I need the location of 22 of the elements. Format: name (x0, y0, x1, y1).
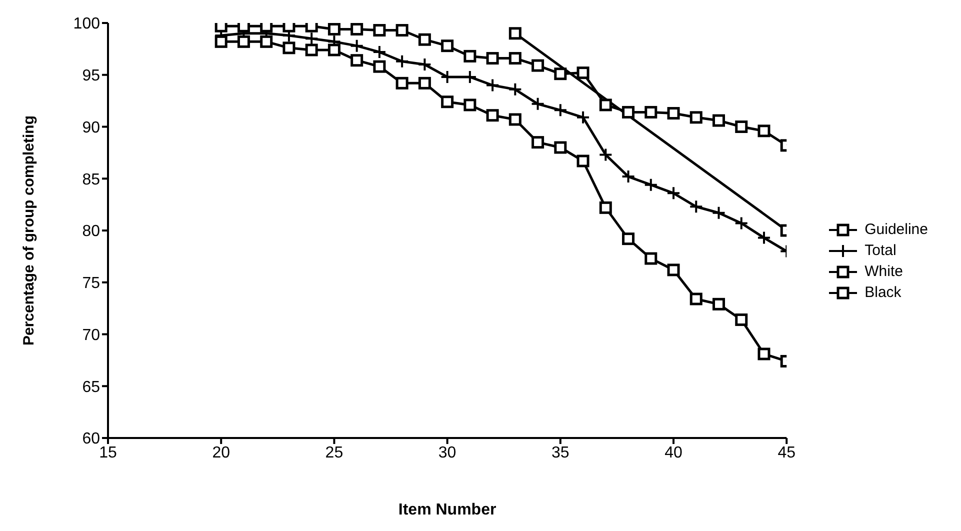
y-tick-label: 80 (82, 223, 100, 240)
y-tick-label: 95 (82, 68, 100, 85)
legend-label: Black (864, 284, 902, 301)
y-tick-label: 75 (82, 275, 100, 292)
y-tick-label: 65 (82, 378, 100, 396)
x-tick-label: 35 (552, 444, 570, 462)
legend-label: Guideline (864, 221, 928, 238)
x-axis-title: Item Number (398, 501, 496, 518)
y-tick-label: 90 (82, 119, 100, 136)
y-tick-label: 60 (82, 430, 100, 448)
legend-label: Total (864, 242, 896, 259)
y-tick-label: 100 (73, 16, 100, 33)
y-axis-title: Percentage of group completing (20, 115, 38, 346)
x-tick-label: 40 (664, 444, 683, 462)
x-tick-label: 20 (212, 444, 230, 462)
x-tick-label: 30 (438, 444, 456, 462)
y-tick-label: 70 (82, 326, 100, 344)
y-tick-label: 85 (82, 171, 100, 188)
x-tick-label: 45 (778, 444, 796, 462)
x-tick-label: 15 (99, 444, 117, 462)
x-tick-label: 25 (325, 444, 344, 462)
legend-label: White (864, 263, 903, 280)
